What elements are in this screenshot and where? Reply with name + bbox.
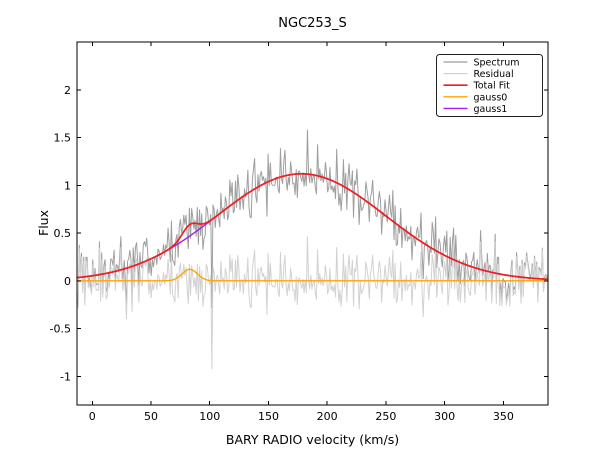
- legend-label: Spectrum: [474, 58, 520, 69]
- y-tick-label: -0.5: [50, 323, 71, 336]
- y-tick-label: 0.5: [54, 227, 72, 240]
- plot-title: NGC253_S: [278, 16, 347, 31]
- x-tick-label: 50: [144, 410, 158, 423]
- x-tick-label: 250: [375, 410, 396, 423]
- x-tick-label: 300: [434, 410, 455, 423]
- x-tick-label: 0: [89, 410, 96, 423]
- legend-label: Total Fit: [473, 81, 511, 92]
- x-tick-label: 100: [199, 410, 220, 423]
- total-fit-line: [76, 172, 549, 281]
- y-tick-label: 0: [64, 275, 71, 288]
- x-tick-label: 350: [493, 410, 514, 423]
- y-tick-label: 1: [64, 179, 71, 192]
- gauss0-line: [77, 268, 548, 282]
- y-tick-label: -1: [60, 370, 71, 383]
- x-tick-label: 150: [258, 410, 279, 423]
- legend-label: gauss0: [474, 92, 508, 103]
- x-tick-label: 200: [317, 410, 338, 423]
- legend-box: [436, 54, 543, 117]
- axes-frame: [76, 41, 549, 406]
- legend-label: gauss1: [474, 104, 508, 115]
- x-axis-label: BARY RADIO velocity (km/s): [225, 432, 400, 447]
- legend-label: Residual: [474, 69, 514, 80]
- y-tick-label: 1.5: [54, 132, 72, 145]
- y-tick-label: 2: [64, 84, 71, 97]
